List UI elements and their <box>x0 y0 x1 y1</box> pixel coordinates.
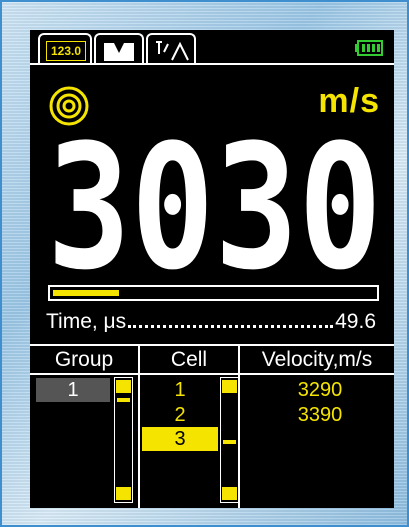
leader-dots <box>128 325 333 328</box>
scroll-thumb <box>223 440 236 444</box>
tab-icon: 123.0 <box>46 41 86 61</box>
scroll-up[interactable] <box>222 380 237 393</box>
velocity-value: 3390 <box>280 403 360 427</box>
time-value: 49.6 <box>335 310 376 334</box>
battery-icon <box>355 40 383 56</box>
tab-digital[interactable]: 123.0 <box>38 33 92 65</box>
tab-baseline <box>30 63 394 65</box>
cell-scrollbar[interactable] <box>220 377 239 503</box>
unit-label: m/s <box>318 82 380 121</box>
cell-item[interactable]: 1 <box>142 378 218 402</box>
device-frame: 123.0 m/s 3030 Time, μs <box>0 0 409 527</box>
progress-fill <box>53 290 119 296</box>
reading-value: 3030 <box>47 130 382 280</box>
scroll-down[interactable] <box>222 487 237 500</box>
tab-waveform[interactable] <box>94 33 144 65</box>
header-cell: Velocity,m/s <box>240 346 394 374</box>
cell-item-selected[interactable]: 3 <box>142 427 218 451</box>
progress-bar <box>48 285 379 301</box>
scroll-down[interactable] <box>116 487 131 500</box>
scroll-thumb <box>117 398 130 402</box>
screen: 123.0 m/s 3030 Time, μs <box>30 30 394 508</box>
header-cell: Group <box>30 346 138 374</box>
reading-display: 3030 <box>30 130 394 280</box>
tab-icon <box>152 38 190 64</box>
group-scrollbar[interactable] <box>114 377 133 503</box>
scroll-up[interactable] <box>116 380 131 393</box>
tab-icon <box>102 39 136 63</box>
cell-item[interactable]: 2 <box>142 403 218 427</box>
velocity-value: 3290 <box>280 378 360 402</box>
signal-icon <box>48 85 90 127</box>
time-label: Time, μs <box>46 310 126 334</box>
group-cell[interactable]: 1 <box>36 378 110 402</box>
header-cell: Cell <box>140 346 238 374</box>
time-row: Time, μs 49.6 <box>46 310 376 334</box>
tab-graph[interactable] <box>146 33 196 65</box>
